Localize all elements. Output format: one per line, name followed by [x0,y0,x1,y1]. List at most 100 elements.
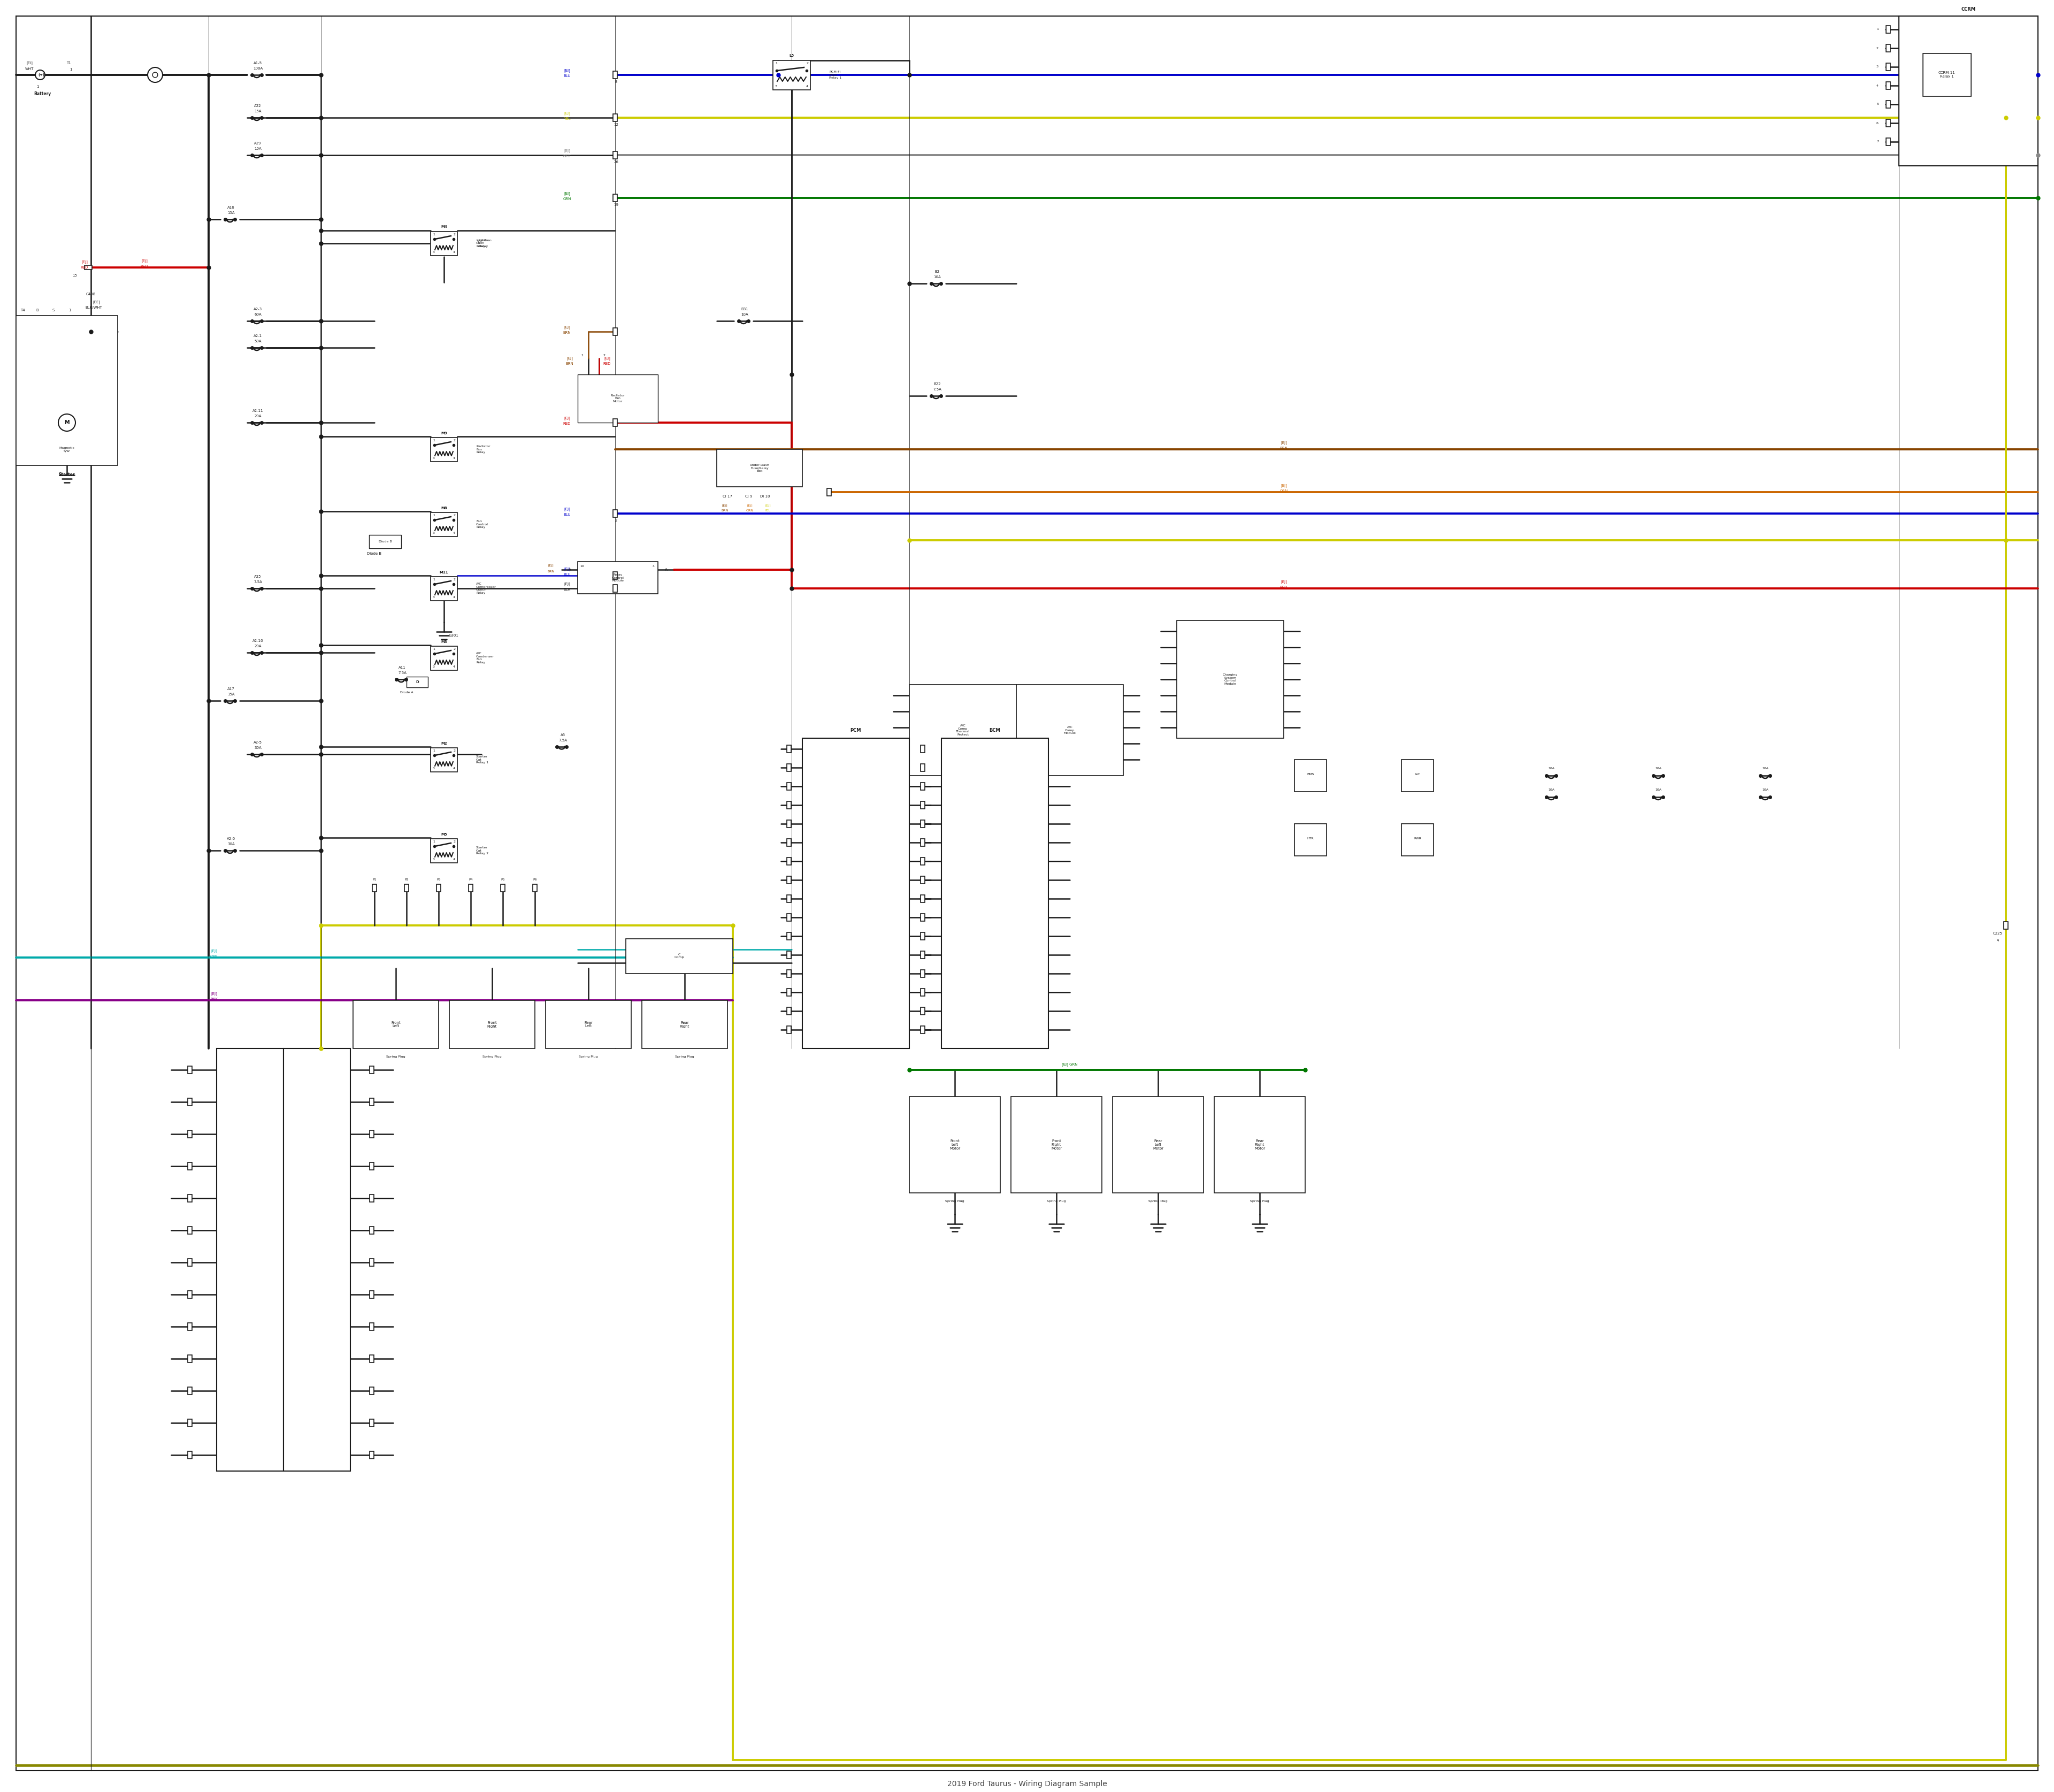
Text: 1: 1 [433,840,435,842]
Bar [372,883,376,892]
Text: P6: P6 [532,878,536,882]
Text: BRN: BRN [1280,446,1288,450]
Bar [787,969,791,977]
Bar [370,1452,374,1459]
Bar [370,1290,374,1297]
Text: 4: 4 [805,84,807,88]
Bar [84,265,92,269]
Bar [787,914,791,921]
Bar [187,1419,191,1426]
Text: 1: 1 [37,84,39,88]
Bar [612,151,618,159]
Text: 3: 3 [774,84,776,88]
Bar [187,1452,191,1459]
Bar [612,419,618,426]
Text: 10A: 10A [1762,767,1768,769]
Bar [431,437,458,461]
Bar [1177,620,1284,738]
Bar [532,883,536,892]
Text: Front
Left: Front Left [390,1021,401,1029]
Bar [187,1290,191,1297]
Text: C408: C408 [86,292,97,296]
Bar [468,883,472,892]
Text: BLU: BLU [563,573,571,575]
Bar [370,1195,374,1202]
Text: 7.5A: 7.5A [559,738,567,742]
Text: 10A: 10A [933,276,941,280]
Text: 3: 3 [1877,66,1879,68]
Text: Battery: Battery [33,91,51,97]
Text: 8: 8 [614,81,618,84]
Bar [787,989,791,996]
Text: WHT: WHT [563,154,571,158]
Bar [920,745,924,753]
Bar [920,763,924,771]
Text: BRN: BRN [563,332,571,335]
Text: P2: P2 [405,878,409,882]
Text: Spring Plug: Spring Plug [1148,1199,1167,1202]
Bar [1214,1097,1304,1193]
Text: Spring Plug: Spring Plug [386,1055,405,1057]
Text: 2: 2 [454,749,456,753]
Bar [920,914,924,921]
Text: C
Comp: C Comp [674,953,684,959]
Bar [641,1000,727,1048]
Text: 15A: 15A [228,694,234,695]
Text: G301: G301 [448,634,458,636]
Text: Fan
Control
Relay: Fan Control Relay [477,520,489,529]
Bar [1011,1097,1101,1193]
Text: 4: 4 [1877,84,1879,88]
Bar [431,839,458,862]
Bar [1898,16,2038,167]
Text: T4: T4 [21,308,25,312]
Text: A/C
Condenser
Fan
Relay: A/C Condenser Fan Relay [477,652,495,665]
Bar [1886,138,1890,145]
Text: ORN: ORN [746,509,754,513]
Text: Spring Plug: Spring Plug [483,1055,501,1057]
Text: 2: 2 [454,579,456,581]
Bar [612,194,618,202]
Text: 100A: 100A [253,66,263,70]
Text: 5: 5 [1877,102,1879,106]
Text: 15A: 15A [228,211,234,215]
Bar [1886,45,1890,52]
Text: YEL: YEL [563,116,571,120]
Bar [772,61,811,90]
Bar [1886,120,1890,127]
Text: Spring Plug: Spring Plug [676,1055,694,1057]
Text: RED: RED [80,265,88,269]
Text: 2: 2 [454,647,456,650]
Text: ORN: ORN [1280,489,1288,493]
Bar [612,328,618,335]
Bar [187,1387,191,1394]
Bar [2005,921,2009,930]
Bar [803,738,910,1048]
Bar [370,1098,374,1106]
Text: 10A: 10A [741,314,748,315]
Text: CCRM: CCRM [1962,7,1976,13]
Text: [EJ]: [EJ] [1280,581,1288,584]
Text: [EJ] GRN: [EJ] GRN [1062,1063,1078,1066]
Text: Charging
System
Control
Module: Charging System Control Module [1222,674,1239,685]
Text: 19: 19 [614,202,618,206]
Bar [187,1355,191,1362]
Text: A: A [569,568,571,572]
Text: RED: RED [563,423,571,425]
Bar [370,1355,374,1362]
Text: Ignition
Ctrl
Relay: Ignition Ctrl Relay [479,238,491,247]
Text: Radiator
Fan
Motor: Radiator Fan Motor [610,394,624,403]
Text: BMS: BMS [1306,772,1315,778]
Text: Starter
Cut
Relay 2: Starter Cut Relay 2 [477,846,489,855]
Bar [450,1000,534,1048]
Text: A2-6: A2-6 [226,837,236,840]
Bar [787,821,791,828]
Text: 3: 3 [433,532,435,534]
Bar [920,839,924,846]
Bar [216,1048,283,1471]
Bar [910,685,1017,776]
Text: A2-5: A2-5 [253,740,263,744]
Text: 3: 3 [433,767,435,771]
Bar [1886,82,1890,90]
Text: 1: 1 [433,439,435,443]
Text: A16: A16 [228,206,234,210]
